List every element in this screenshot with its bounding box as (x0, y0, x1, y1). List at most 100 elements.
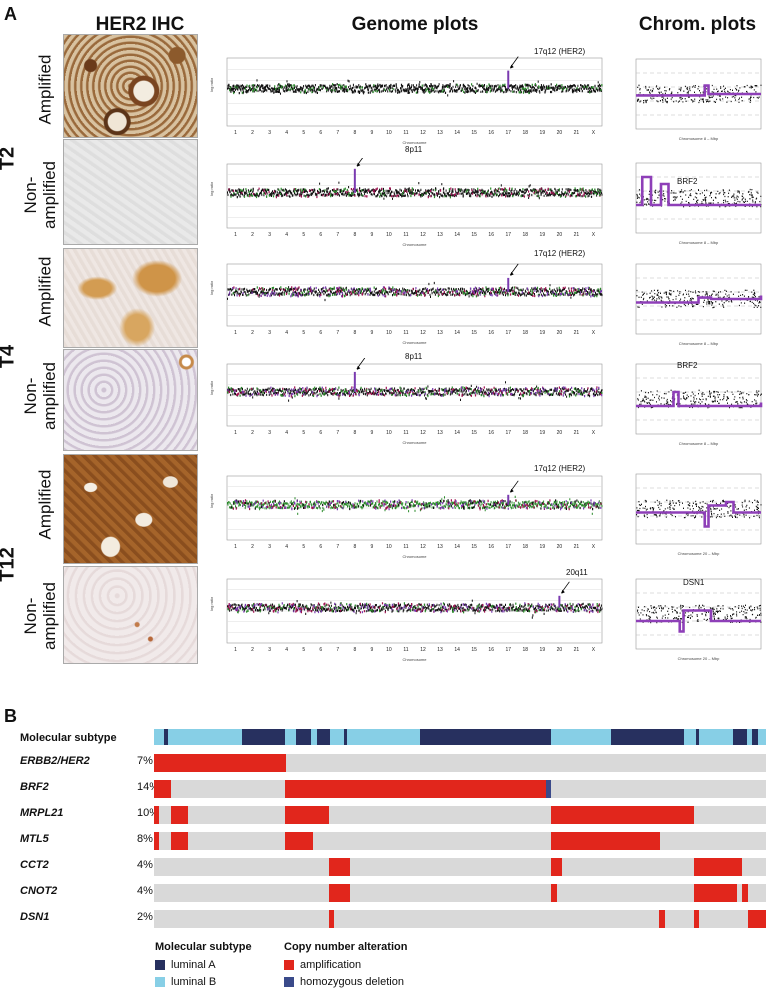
x-axis-label: Chromosome (402, 657, 427, 662)
amplification-segment (285, 806, 329, 824)
chromosome-tick-label: 10 (386, 330, 392, 336)
row-label-nonamp-t12: Non-amplified (21, 581, 59, 651)
gene-track (154, 806, 766, 824)
data-points-colored (227, 602, 601, 614)
chromosome-tick-label: 13 (437, 430, 443, 436)
chromosome-tick-label: 18 (523, 647, 529, 653)
legend-subtype-title: Molecular subtype (155, 941, 252, 953)
amplification-segment (154, 780, 171, 798)
amplification-segment (171, 832, 188, 850)
gene-track-bg (154, 858, 766, 876)
chromosome-tick-label: 6 (319, 232, 322, 238)
chromosome-tick-label: 3 (268, 330, 271, 336)
homdel-segment (546, 780, 551, 798)
y-axis-label: log ratio (209, 280, 214, 295)
amplification-segment (659, 910, 665, 928)
chromosome-tick-label: 5 (302, 130, 305, 136)
chrom-x-axis-label: Chromosome 20 – Mbp (678, 551, 721, 556)
chromosome-tick-label: 2 (251, 330, 254, 336)
annotation-8p11-t2: 8p11 (405, 145, 423, 154)
ihc-image-t4-amplified (63, 248, 198, 348)
amplification-segment (285, 832, 313, 850)
chromosome-tick-label: 14 (454, 430, 460, 436)
plot-frame (635, 578, 762, 650)
chromosome-tick-label: 5 (302, 544, 305, 550)
gene-label: BRF2 (20, 781, 49, 793)
amplification-segment (171, 806, 188, 824)
ihc-image-t2-nonamplified (63, 139, 198, 245)
data-points-colored (228, 187, 601, 199)
segment-line (636, 84, 761, 97)
data-points-colored (227, 386, 603, 398)
amplification-segment (742, 884, 748, 902)
gene-label: CCT2 (20, 859, 49, 871)
chromosome-tick-label: 13 (437, 232, 443, 238)
chromosome-tick-label: 13 (437, 647, 443, 653)
data-points-colored (229, 83, 603, 95)
chromosome-tick-label: 9 (370, 544, 373, 550)
x-axis-label: Chromosome (402, 242, 427, 247)
ihc-image-t12-nonamplified (63, 566, 198, 664)
chromosome-tick-label: 20 (557, 130, 563, 136)
chromosome-tick-label: 3 (268, 430, 271, 436)
row-label-amplified-t12: Amplified (35, 469, 55, 540)
chromosome-tick-label: 17 (505, 544, 511, 550)
chromosome-tick-label: 17 (505, 647, 511, 653)
chromosome-tick-label: 9 (370, 430, 373, 436)
chromosome-tick-label: X (592, 330, 596, 336)
gene-track (154, 910, 766, 928)
amplification-segment (551, 858, 562, 876)
gene-track (154, 832, 766, 850)
tumor-label-t4: T4 (0, 344, 19, 369)
chromosome-tick-label: 14 (454, 544, 460, 550)
chrom-annotation-dsn1-t12: DSN1 (683, 578, 705, 587)
annotation-arrowhead (510, 271, 514, 276)
gene-track-bg (154, 884, 766, 902)
chromosome-tick-label: 7 (336, 232, 339, 238)
chromosome-tick-label: 21 (574, 330, 580, 336)
subtype-segment-luminal-a (752, 729, 758, 745)
chromosome-tick-label: 4 (285, 130, 288, 136)
chromosome-tick-label: 15 (471, 330, 477, 336)
legend-luminal-b: luminal B (155, 976, 216, 988)
chromosome-tick-label: 8 (353, 647, 356, 653)
amplification-segment (748, 910, 766, 928)
gene-label: ERBB2/HER2 (20, 755, 90, 767)
chromosome-tick-label: 9 (370, 330, 373, 336)
chromosome-tick-label: 10 (386, 130, 392, 136)
chromosome-tick-label: 1 (234, 430, 237, 436)
chromosome-tick-label: 2 (251, 232, 254, 238)
chromosome-tick-label: X (592, 430, 596, 436)
chrom-annotation-brf2-t2: BRF2 (677, 177, 698, 186)
ihc-column-title: HER2 IHC (95, 14, 185, 35)
chrom-plot-t12-nonamplified: Chromosome 20 – Mbp (635, 578, 762, 661)
chrom-x-axis-label: Chromosome 8 – Mbp (679, 240, 719, 245)
chromosome-tick-label: 3 (268, 232, 271, 238)
gene-track (154, 884, 766, 902)
annotation-arrowhead (356, 365, 361, 370)
subtype-segment-luminal-a (317, 729, 330, 745)
subtype-segment-luminal-a (164, 729, 168, 745)
chromosome-tick-label: 15 (471, 130, 477, 136)
gene-label: DSN1 (20, 911, 50, 923)
amplification-segment (154, 806, 159, 824)
data-points-colored (229, 602, 599, 614)
segment-line (636, 295, 763, 304)
subtype-segment-luminal-a (733, 729, 747, 745)
amplification-segment (329, 884, 350, 902)
segment-line (636, 500, 761, 528)
data-points-colored (228, 286, 602, 298)
chrom-column-title: Chrom. plots (638, 14, 757, 35)
legend-luminal-a: luminal A (155, 959, 216, 971)
chromosome-tick-label: 12 (420, 430, 426, 436)
chromosome-tick-label: 5 (302, 430, 305, 436)
chromosome-tick-label: 7 (336, 544, 339, 550)
subtype-track (154, 729, 766, 745)
chromosome-tick-label: 20 (557, 430, 563, 436)
chromosome-tick-label: 16 (488, 130, 494, 136)
chromosome-tick-label: 19 (540, 232, 546, 238)
chromosome-tick-label: 21 (574, 232, 580, 238)
row-label-nonamp-t2: Non-amplified (21, 160, 59, 230)
chrom-x-axis-label: Chromosome 20 – Mbp (678, 656, 721, 661)
chromosome-tick-label: 11 (403, 647, 408, 653)
